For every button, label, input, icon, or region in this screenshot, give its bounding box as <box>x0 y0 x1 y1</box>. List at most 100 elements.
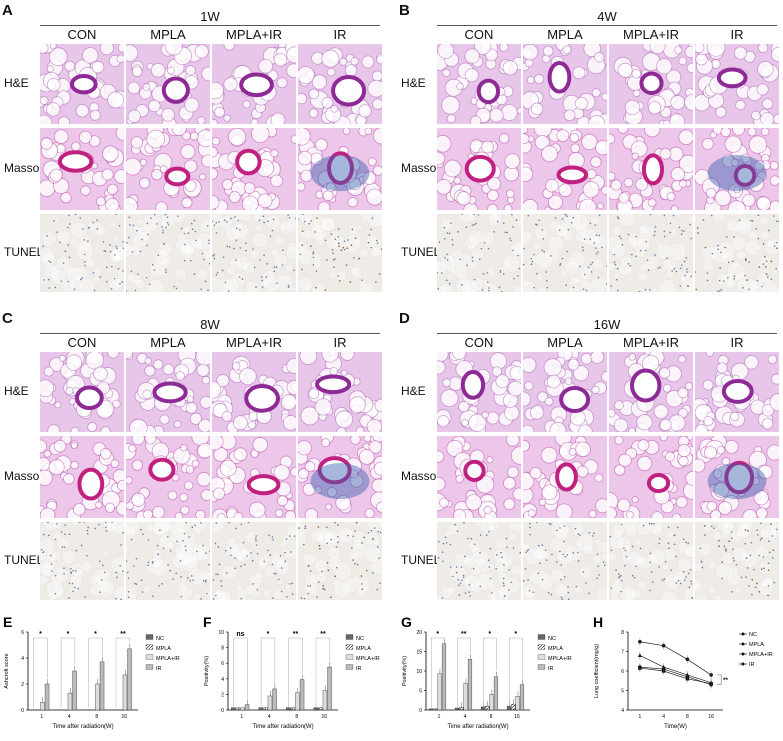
significance-bracket <box>509 637 523 708</box>
micrograph-masson-ir <box>298 436 382 518</box>
legend-swatch <box>145 664 154 670</box>
legend-swatch <box>145 644 154 650</box>
panel-title: 1W <box>200 9 220 24</box>
micrograph-tunel-mpla <box>523 522 607 600</box>
legend-label: MPLA <box>156 646 171 652</box>
bar <box>485 705 490 711</box>
bar <box>327 666 332 711</box>
micrograph-tunel-con <box>40 214 124 292</box>
panel-title-rule <box>40 333 380 334</box>
y-tick-label: 8 <box>221 646 224 652</box>
significance-mark: ** <box>723 678 728 684</box>
micrograph-masson-mplair <box>609 128 693 210</box>
panel-label-h: H <box>593 614 603 630</box>
panel-title-rule <box>437 25 777 26</box>
x-tick-label: 8 <box>490 714 493 720</box>
bar <box>299 679 305 711</box>
column-header: CON <box>464 335 494 350</box>
significance-mark: * <box>436 631 439 638</box>
row-label: TUNEL <box>4 553 44 567</box>
x-tick-label: 16 <box>514 714 520 720</box>
x-axis-label: Time after radiation(W) <box>252 724 313 730</box>
column-header: MPLA+IR <box>226 335 282 350</box>
column-header: IR <box>730 335 744 350</box>
y-tick-label: 0 <box>221 708 224 714</box>
row-label: H&E <box>4 384 29 398</box>
y-tick-label: 15 <box>416 650 422 656</box>
bar <box>511 703 516 711</box>
row-label: TUNEL <box>4 245 44 259</box>
significance-bracket <box>717 674 722 685</box>
bar <box>95 683 100 711</box>
x-tick-label: 16 <box>121 714 127 720</box>
legend-marker <box>741 632 745 636</box>
chart-g: G 0 5 10 15 20 Positivity(%) Time after radiati… <box>401 614 572 730</box>
micrograph-he-con <box>437 44 521 124</box>
column-header: MPLA <box>150 335 186 350</box>
bar <box>290 707 296 711</box>
column-header: CON <box>67 27 97 42</box>
legend-label: MPLA+IR <box>749 652 773 658</box>
bar <box>459 707 464 711</box>
y-axis-label: Positivity(%) <box>402 656 408 686</box>
y-axis-label: Lung coefficient(mg/g) <box>594 644 600 698</box>
chart-f: F 0 2 4 6 8 10 Positivity(%) Time after radiatio… <box>203 614 380 730</box>
bar <box>519 684 525 711</box>
legend-swatch <box>145 634 154 640</box>
row-label: H&E <box>4 76 29 90</box>
column-header: MPLA <box>547 335 583 350</box>
micrograph-he-mpla <box>126 44 210 124</box>
significance-bracket <box>315 637 331 708</box>
column-header: CON <box>67 335 97 350</box>
significance-bracket <box>483 637 497 708</box>
y-tick-label: 2 <box>221 692 224 698</box>
legend-label: NC <box>548 636 556 642</box>
legend-label: IR <box>749 662 755 668</box>
significance-mark: ** <box>320 631 326 638</box>
micrograph-he-mplair <box>609 352 693 432</box>
significance-bracket <box>260 637 276 708</box>
micrograph-masson-mplair <box>212 436 296 518</box>
significance-bracket <box>457 637 471 708</box>
micrograph-masson-mpla <box>523 436 607 518</box>
y-tick-label: 6 <box>221 661 224 667</box>
chart-e: E 0 2 4 6 Ashcroft score Time after radiation(… <box>3 614 180 730</box>
micrograph-masson-ir <box>695 436 779 518</box>
bar <box>493 676 499 711</box>
panel-title-rule <box>40 25 380 26</box>
micrograph-he-mpla <box>523 352 607 432</box>
legend-label: IR <box>156 666 162 672</box>
bar <box>433 708 438 711</box>
micrograph-tunel-mplair <box>212 522 296 600</box>
bar <box>515 696 520 711</box>
y-tick-label: 0 <box>21 708 24 714</box>
significance-mark: * <box>39 631 42 638</box>
bar <box>437 673 442 711</box>
column-header: IR <box>730 27 744 42</box>
x-tick-label: 8 <box>686 714 689 720</box>
legend-label: MPLA+IR <box>156 656 180 662</box>
legend-marker <box>741 652 745 656</box>
y-tick-label: 4 <box>221 677 224 683</box>
micrograph-tunel-ir <box>298 214 382 292</box>
micrograph-masson-con <box>437 128 521 210</box>
x-tick-label: 16 <box>321 714 327 720</box>
micrograph-masson-ir <box>695 128 779 210</box>
y-tick-label: 0 <box>419 708 422 714</box>
micrograph-masson-mpla <box>523 128 607 210</box>
micrograph-masson-mpla <box>126 128 210 210</box>
legend-swatch <box>537 644 546 650</box>
bar <box>67 692 73 711</box>
micrograph-masson-con <box>40 128 124 210</box>
panel-title: 16W <box>593 317 621 332</box>
y-tick-label: 10 <box>218 630 224 636</box>
y-axis-label: Positivity(%) <box>204 656 210 686</box>
legend-label: NC <box>356 636 364 642</box>
legend-label: IR <box>548 666 554 672</box>
micrograph-tunel-mpla <box>523 214 607 292</box>
significance-mark: * <box>514 631 517 638</box>
legend-label: NC <box>749 632 757 638</box>
bar <box>272 688 277 711</box>
micrograph-he-mpla <box>126 352 210 432</box>
x-tick-label: 16 <box>708 714 714 720</box>
